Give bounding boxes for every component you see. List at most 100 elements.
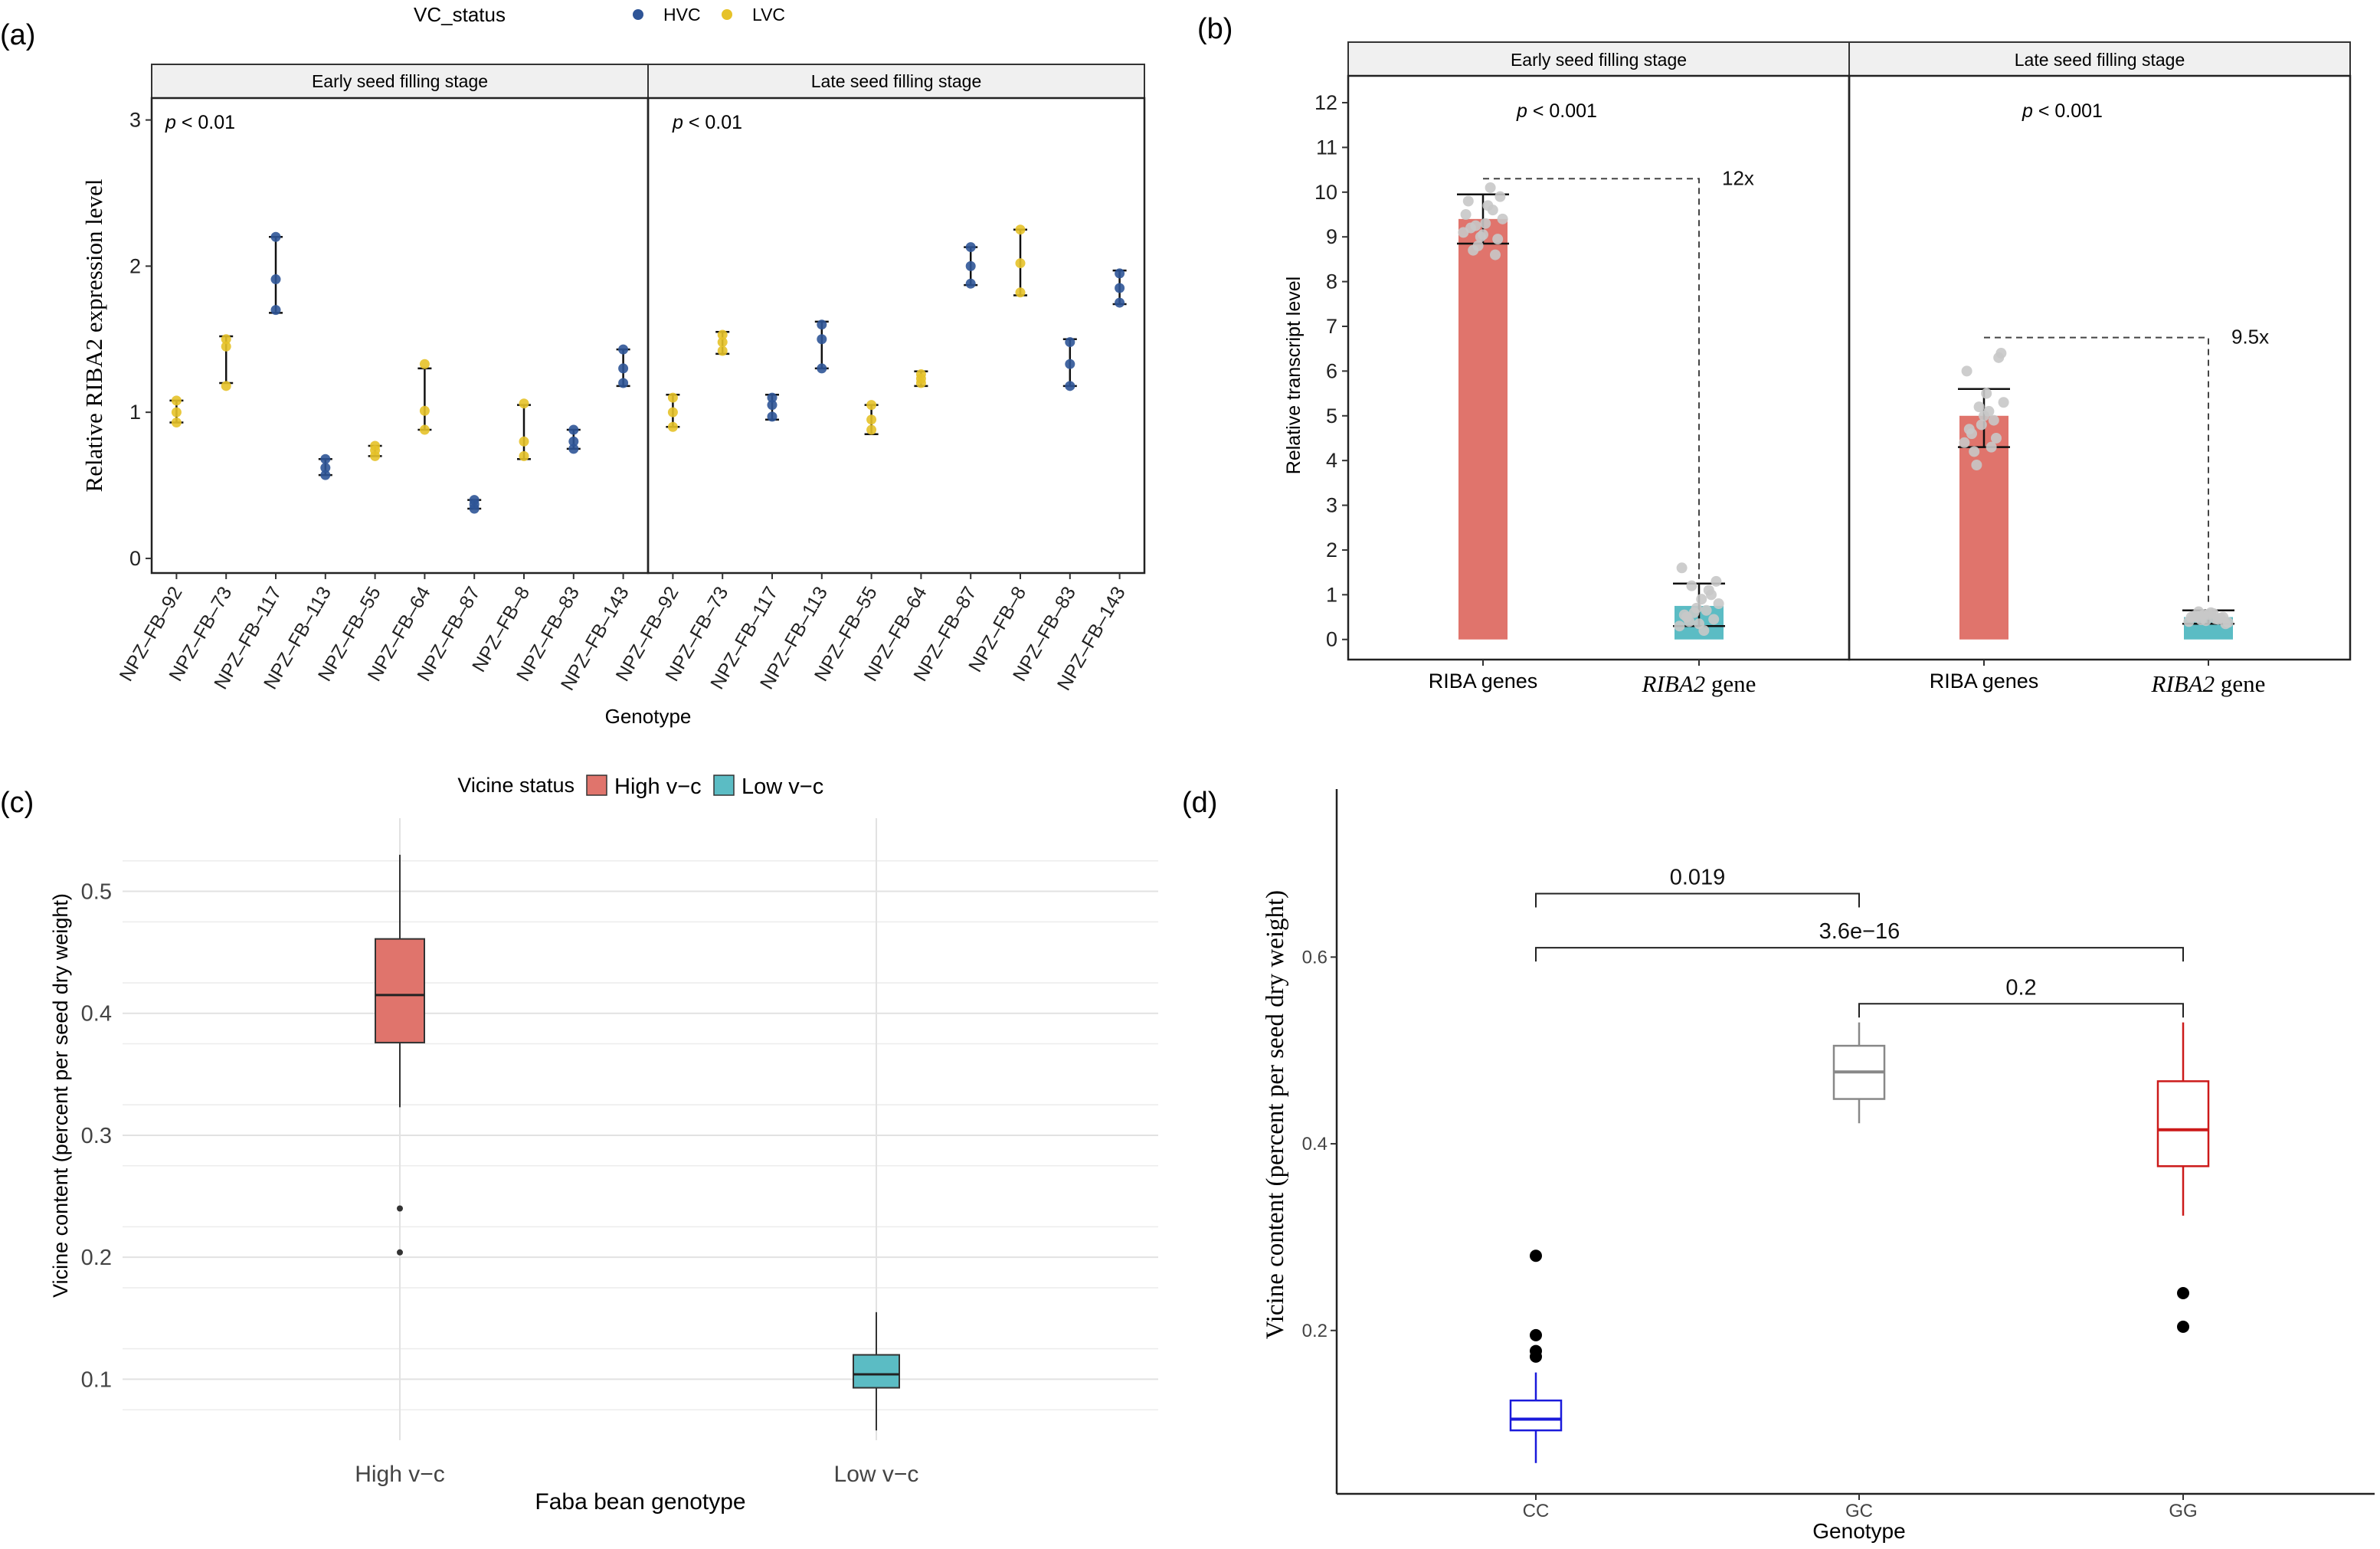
a-point bbox=[1115, 297, 1125, 308]
legend-a-hvc-swatch bbox=[633, 9, 643, 20]
d-comparison-bracket bbox=[1535, 892, 1860, 908]
b-point bbox=[1979, 410, 1989, 421]
a-point bbox=[1015, 258, 1026, 269]
b-bar bbox=[1458, 218, 1508, 640]
a-ytick-label: 3 bbox=[129, 109, 141, 132]
a-point bbox=[568, 436, 579, 447]
b-point bbox=[1711, 575, 1722, 587]
a-point bbox=[270, 231, 281, 242]
b-point bbox=[1482, 200, 1494, 211]
plot-frame-a-late bbox=[647, 97, 1146, 575]
a-point bbox=[221, 334, 231, 345]
b-point bbox=[1468, 244, 1479, 256]
c-ytick-label: 0.3 bbox=[81, 1124, 112, 1148]
a-point bbox=[270, 274, 281, 285]
a-point bbox=[519, 450, 529, 461]
b-ytick-label: 6 bbox=[1326, 359, 1337, 382]
a-point bbox=[1015, 224, 1026, 235]
a-point bbox=[1065, 381, 1075, 391]
plot-frame-b-late bbox=[1848, 74, 2352, 661]
b-point bbox=[1701, 604, 1712, 616]
a-point bbox=[568, 444, 579, 454]
a-point bbox=[618, 378, 629, 388]
b-xtick-early-riba2: RIBA2 gene bbox=[1642, 670, 1756, 697]
a-point bbox=[717, 329, 728, 340]
pvalue-a-late: p < 0.01 bbox=[672, 112, 742, 133]
d-ytick-label: 0.2 bbox=[1302, 1321, 1327, 1341]
a-point bbox=[419, 405, 430, 416]
a-point bbox=[171, 395, 182, 406]
d-ylabel: Vicine content (percent per seed dry wei… bbox=[1262, 890, 1289, 1339]
b-point bbox=[1708, 614, 1720, 625]
a-point bbox=[1115, 283, 1125, 293]
a-point bbox=[817, 363, 827, 374]
c-box bbox=[375, 938, 425, 1043]
a-point bbox=[767, 411, 778, 422]
a-point bbox=[965, 242, 976, 253]
panel-label-b: (b) bbox=[1197, 13, 1233, 45]
legend-a-title: VC_status bbox=[414, 3, 506, 26]
b-point bbox=[2195, 614, 2207, 626]
d-ytick-label: 0.4 bbox=[1302, 1134, 1327, 1154]
b-bar bbox=[1959, 415, 2008, 640]
b-point bbox=[1988, 414, 1999, 426]
c-xlabel: Faba bean genotype bbox=[535, 1489, 745, 1515]
b-fold-bracket bbox=[1483, 178, 1700, 579]
b-ytick-label: 12 bbox=[1314, 91, 1337, 114]
b-point bbox=[1971, 460, 1982, 470]
a-point bbox=[767, 392, 778, 403]
a-point bbox=[667, 407, 678, 418]
b-ytick-label: 11 bbox=[1316, 136, 1337, 159]
b-point bbox=[1494, 191, 1506, 202]
b-ytick-label: 0 bbox=[1326, 628, 1337, 651]
b-point bbox=[1963, 424, 1975, 435]
strip-a-late bbox=[647, 64, 1145, 99]
c-ylabel: Vicine content (percent per seed dry wei… bbox=[49, 893, 72, 1298]
strip-a-early bbox=[151, 64, 649, 99]
a-point bbox=[419, 424, 430, 435]
a-point bbox=[667, 392, 678, 403]
a-point bbox=[320, 470, 331, 480]
a-point bbox=[866, 400, 877, 411]
panel-label-a: (a) bbox=[0, 19, 35, 51]
a-point bbox=[1065, 359, 1075, 369]
b-point bbox=[1969, 446, 1980, 457]
a-point bbox=[519, 398, 529, 409]
panel-b: Early seed filling stage Late seed filli… bbox=[1283, 41, 2352, 697]
b-point bbox=[1973, 401, 1985, 413]
b-point bbox=[1991, 432, 2002, 444]
a-point bbox=[270, 305, 281, 316]
a-point bbox=[915, 369, 926, 380]
b-fold-label: 9.5x bbox=[2231, 326, 2269, 349]
a-point bbox=[618, 344, 629, 355]
a-point bbox=[469, 495, 480, 506]
pvalue-b-early: p < 0.001 bbox=[1516, 100, 1597, 122]
b-point bbox=[2218, 611, 2229, 623]
c-xtick-label: Low v−c bbox=[834, 1462, 919, 1487]
b-point bbox=[1981, 388, 1992, 399]
b-point bbox=[1998, 397, 2009, 408]
legend-c-low-swatch bbox=[713, 774, 735, 796]
d-xtick-label: CC bbox=[1523, 1501, 1550, 1521]
b-point bbox=[1460, 209, 1472, 221]
b-ytick-label: 5 bbox=[1326, 404, 1337, 427]
a-point bbox=[221, 381, 231, 391]
strip-a-early-label: Early seed filling stage bbox=[312, 71, 488, 91]
a-point bbox=[767, 400, 778, 411]
c-outlier bbox=[397, 1205, 403, 1212]
d-comparison-label: 3.6e−16 bbox=[1819, 919, 1900, 944]
c-ytick-label: 0.2 bbox=[81, 1246, 112, 1270]
legend-c-low: Low v−c bbox=[741, 774, 823, 799]
d-comparison-bracket bbox=[1858, 1003, 2184, 1018]
b-point bbox=[1961, 365, 1972, 377]
b-point bbox=[1694, 618, 1704, 630]
c-ytick-label: 0.1 bbox=[81, 1367, 112, 1392]
b-point bbox=[1713, 598, 1724, 610]
b-point bbox=[1492, 234, 1504, 245]
a-point bbox=[817, 319, 827, 330]
b-point bbox=[1696, 594, 1707, 605]
a-point bbox=[866, 424, 877, 435]
b-point bbox=[1691, 602, 1702, 614]
d-xtick-label: GG bbox=[2169, 1501, 2197, 1521]
